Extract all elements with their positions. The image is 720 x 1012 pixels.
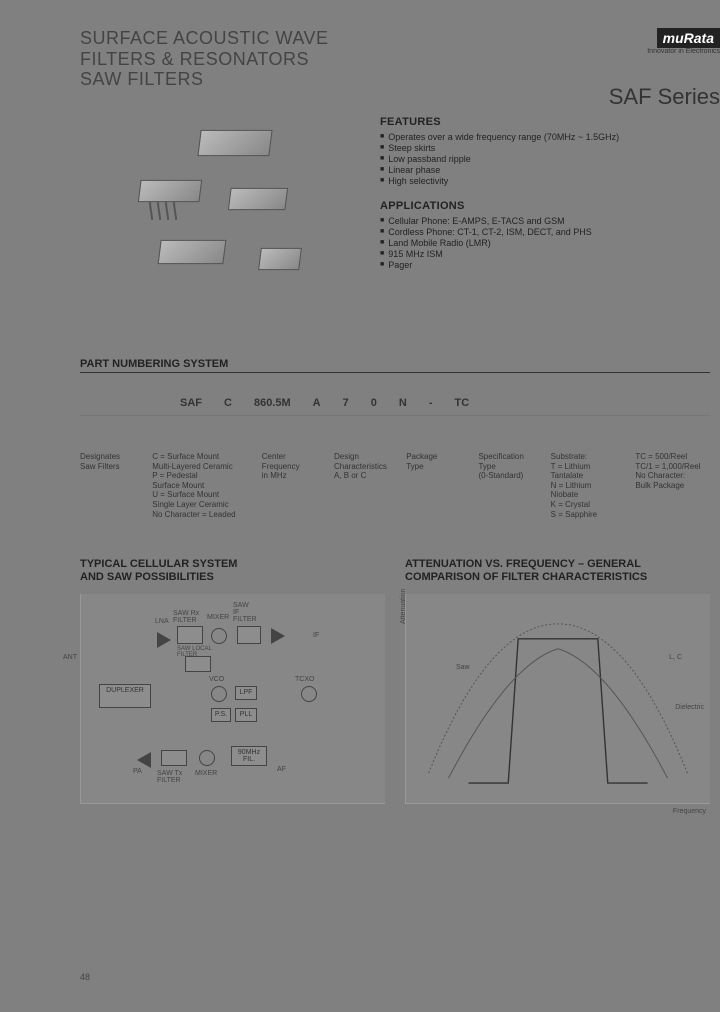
lbl-mixer: MIXER [207, 614, 229, 621]
part-numbering-section: PART NUMBERING SYSTEM SAF C 860.5M A 7 0… [80, 358, 710, 519]
mixer2-icon [199, 750, 215, 766]
vco-icon [211, 686, 227, 702]
title-line-2: FILTERS & RESONATORS [80, 49, 329, 70]
block-90mhz: 90MHz FIL. [231, 746, 267, 766]
title-line-3: SAW FILTERS [80, 69, 329, 90]
mixer-icon [211, 628, 227, 644]
tcxo-icon [301, 686, 317, 702]
feature-item: Low passband ripple [380, 154, 710, 164]
application-item: Land Mobile Radio (LMR) [380, 238, 710, 248]
pns-part: A [313, 397, 321, 409]
block-sawlocal [185, 656, 211, 672]
application-item: Cordless Phone: CT-1, CT-2, ISM, DECT, a… [380, 227, 710, 237]
pns-part: SAF [180, 397, 202, 409]
features-heading: FEATURES [380, 116, 710, 128]
pns-col: Package Type [406, 452, 468, 519]
pns-col: Designates Saw Filters [80, 452, 142, 519]
pns-col: Substrate: T = Lithium Tantalate N = Lit… [551, 452, 626, 519]
lbl-sawlocal: SAW LOCAL FILTER [177, 646, 212, 658]
system-diagram: TYPICAL CELLULAR SYSTEM AND SAW POSSIBIL… [80, 558, 385, 804]
product-photo [110, 120, 360, 300]
xlabel: Frequency [673, 808, 706, 815]
feature-item: Steep skirts [380, 143, 710, 153]
attenuation-chart: ATTENUATION VS. FREQUENCY – GENERAL COMP… [405, 558, 710, 804]
block-sawrx [177, 626, 203, 644]
amp-if-icon [271, 628, 285, 644]
lbl-saw: Saw [456, 664, 470, 671]
filter-curves [406, 594, 710, 803]
block-duplexer: DUPLEXER [99, 684, 151, 708]
attenuation-heading: ATTENUATION VS. FREQUENCY – GENERAL COMP… [405, 558, 710, 584]
amp-pa-icon [137, 752, 151, 768]
block-pll: PLL [235, 708, 257, 722]
brand-block: muRata Innovator in Electronics [640, 28, 720, 55]
pns-code-row: SAF C 860.5M A 7 0 N - TC [80, 397, 710, 409]
applications-section: APPLICATIONS Cellular Phone: E-AMPS, E-T… [380, 200, 710, 270]
ylabel: Attenuation [400, 589, 407, 624]
pns-col: TC = 500/Reel TC/1 = 1,000/Reel No Chara… [635, 452, 710, 519]
feature-item: Linear phase [380, 165, 710, 175]
pns-part: TC [454, 397, 469, 409]
features-section: FEATURES Operates over a wide frequency … [380, 116, 710, 271]
lbl-mixer2: MIXER [195, 770, 217, 777]
pns-col: Specification Type (0-Standard) [478, 452, 540, 519]
system-diagram-heading: TYPICAL CELLULAR SYSTEM AND SAW POSSIBIL… [80, 558, 385, 584]
applications-heading: APPLICATIONS [380, 200, 710, 212]
brand-tagline: Innovator in Electronics [640, 48, 720, 55]
lbl-sawrx: SAW Rx FILTER [173, 610, 199, 624]
lbl-lc: L, C [669, 654, 682, 661]
lbl-if: IF [313, 632, 319, 639]
lbl-sawtx: SAW Tx FILTER [157, 770, 182, 784]
pns-part: - [429, 397, 433, 409]
pns-heading: PART NUMBERING SYSTEM [80, 358, 710, 373]
block-sawtx [161, 750, 187, 766]
attenuation-canvas: Attenuation Frequency Saw L, C Dielectri… [405, 594, 710, 804]
pns-part: 0 [371, 397, 377, 409]
block-sawif [237, 626, 261, 644]
lbl-dielectric: Dielectric [675, 704, 704, 711]
pns-col: C = Surface Mount Multi-Layered Ceramic … [152, 452, 252, 519]
lbl-tcxo: TCXO [295, 676, 314, 683]
page-title-block: SURFACE ACOUSTIC WAVE FILTERS & RESONATO… [80, 28, 329, 90]
lbl-vco: VCO [209, 676, 224, 683]
pns-col: Design Characteristics A, B or C [334, 452, 396, 519]
application-item: 915 MHz ISM [380, 249, 710, 259]
page-number: 48 [80, 972, 90, 982]
lbl-lna: LNA [155, 618, 169, 625]
lbl-af: AF [277, 766, 286, 773]
pns-part: 7 [343, 397, 349, 409]
pns-col: Center Frequency in MHz [262, 452, 324, 519]
feature-item: High selectivity [380, 176, 710, 186]
pns-part: N [399, 397, 407, 409]
system-diagram-canvas: ANT DUPLEXER LNA SAW Rx FILTER MIXER SAW… [80, 594, 385, 804]
lbl-pa: PA [133, 768, 142, 775]
pns-part: C [224, 397, 232, 409]
amp-lna-icon [157, 632, 171, 648]
pns-part: 860.5M [254, 397, 291, 409]
series-label: SAF Series [609, 84, 720, 110]
block-ps: P.S. [211, 708, 231, 722]
lbl-ant: ANT [63, 654, 77, 661]
application-item: Cellular Phone: E-AMPS, E-TACS and GSM [380, 216, 710, 226]
lbl-sawif: SAW IF FILTER [233, 602, 257, 623]
pns-descriptions: Designates Saw Filters C = Surface Mount… [80, 415, 710, 519]
application-item: Pager [380, 260, 710, 270]
feature-item: Operates over a wide frequency range (70… [380, 132, 710, 142]
title-line-1: SURFACE ACOUSTIC WAVE [80, 28, 329, 49]
block-lpf: LPF [235, 686, 257, 700]
brand-logo: muRata [657, 28, 720, 48]
